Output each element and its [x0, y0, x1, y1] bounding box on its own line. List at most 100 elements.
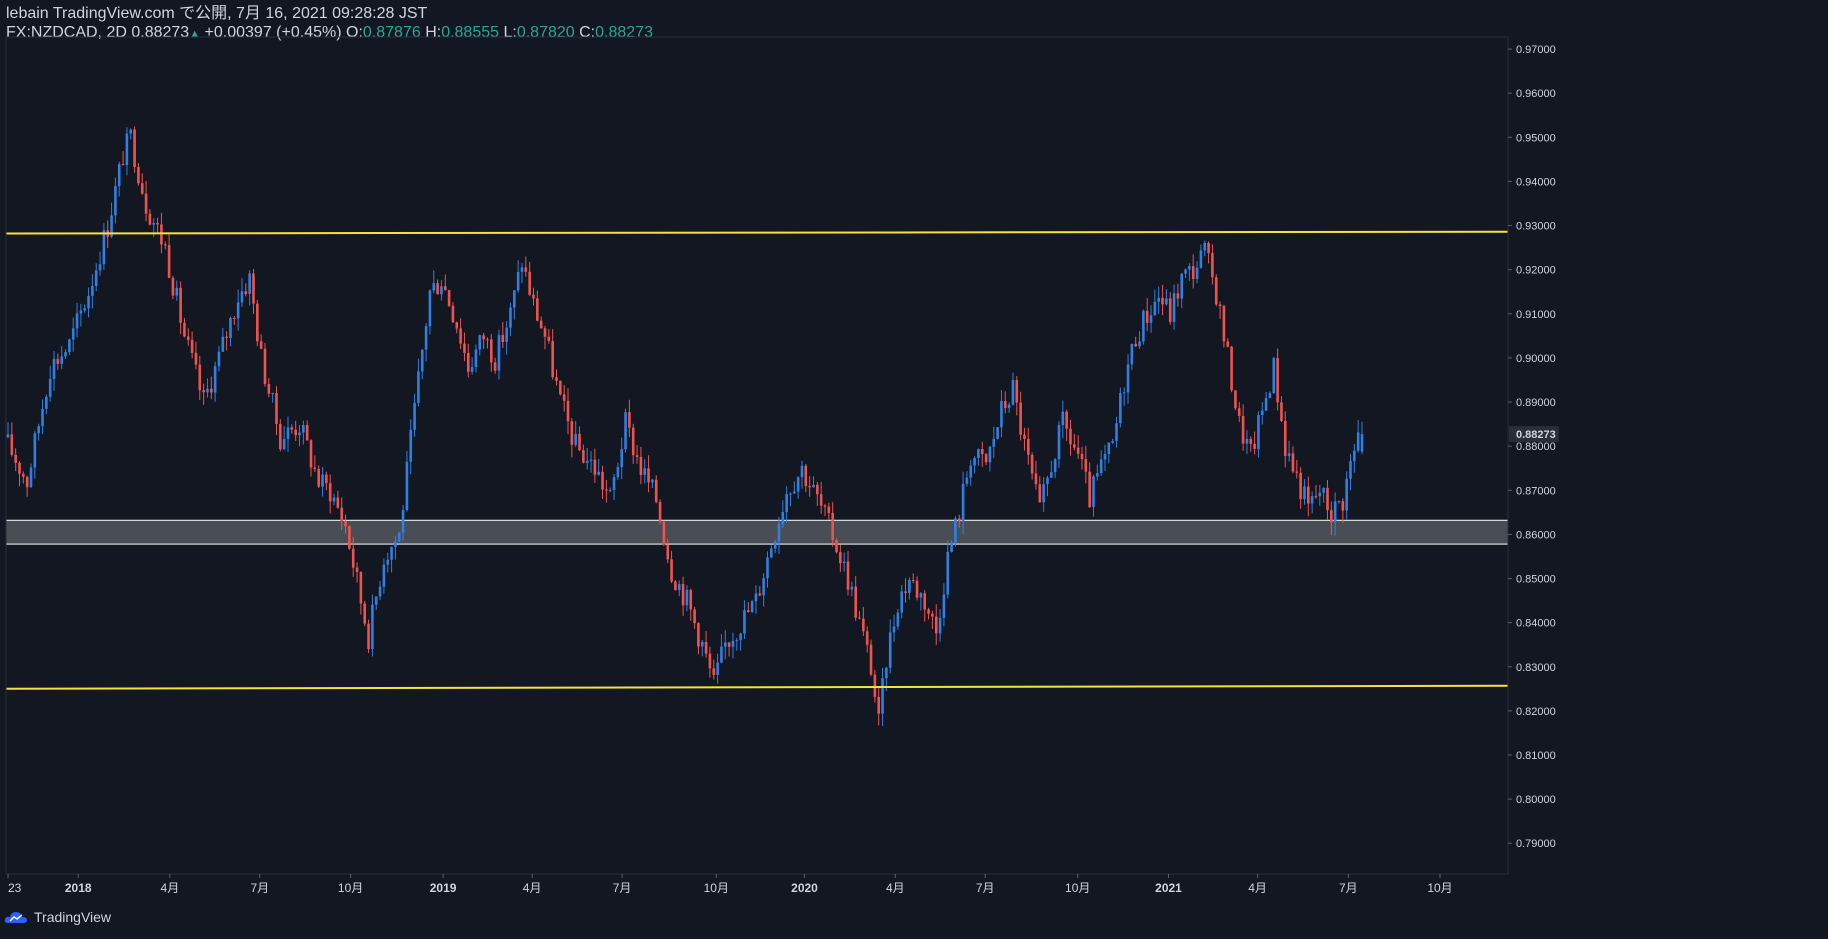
candle-body[interactable]: [808, 486, 811, 488]
candle-body[interactable]: [796, 477, 800, 492]
candle-body[interactable]: [1253, 443, 1256, 449]
candle-body[interactable]: [417, 371, 420, 403]
candle-body[interactable]: [102, 230, 106, 265]
candle-body[interactable]: [969, 465, 973, 478]
candle-body[interactable]: [1011, 380, 1015, 405]
candle-body[interactable]: [1073, 444, 1076, 448]
candle-body[interactable]: [489, 339, 493, 363]
candle-body[interactable]: [858, 617, 861, 619]
candle-body[interactable]: [163, 244, 167, 246]
candle-body[interactable]: [29, 467, 33, 488]
candle-body[interactable]: [539, 320, 543, 329]
candle-body[interactable]: [71, 328, 75, 340]
candle-body[interactable]: [1168, 298, 1172, 322]
candle-body[interactable]: [1161, 297, 1164, 305]
footer[interactable]: TradingView: [4, 909, 111, 925]
candle-body[interactable]: [1165, 298, 1168, 305]
candle-body[interactable]: [1199, 250, 1203, 268]
candle-body[interactable]: [754, 593, 758, 602]
candle-body[interactable]: [862, 618, 865, 632]
horizontal-level-0[interactable]: [5, 230, 1509, 235]
candle-body[interactable]: [877, 697, 881, 714]
candle-body[interactable]: [1353, 450, 1356, 462]
candle-body[interactable]: [1260, 410, 1264, 416]
candle-body[interactable]: [1096, 473, 1099, 477]
candle-body[interactable]: [447, 290, 451, 306]
candle-body[interactable]: [873, 674, 877, 698]
candle-body[interactable]: [1053, 459, 1057, 473]
candle-body[interactable]: [846, 561, 850, 590]
candle-body[interactable]: [589, 459, 593, 461]
candle-body[interactable]: [1356, 432, 1360, 451]
candle-body[interactable]: [1268, 393, 1272, 399]
candle-body[interactable]: [1214, 277, 1218, 305]
candle-body[interactable]: [1069, 428, 1072, 445]
candle-body[interactable]: [1065, 411, 1068, 429]
candle-body[interactable]: [578, 433, 581, 451]
candle-body[interactable]: [1038, 484, 1042, 503]
candle-body[interactable]: [520, 267, 524, 272]
candle-body[interactable]: [804, 465, 808, 487]
candle-body[interactable]: [674, 581, 677, 591]
candle-body[interactable]: [942, 594, 946, 618]
candle-body[interactable]: [685, 589, 689, 606]
candle-body[interactable]: [60, 356, 63, 364]
candle-body[interactable]: [1303, 486, 1306, 500]
candle-body[interactable]: [325, 474, 328, 484]
candle-body[interactable]: [839, 552, 842, 564]
candle-body[interactable]: [1061, 411, 1065, 426]
candle-body[interactable]: [1115, 423, 1118, 442]
candle-body[interactable]: [1272, 357, 1276, 394]
candle-body[interactable]: [984, 454, 988, 463]
candle-body[interactable]: [957, 518, 961, 522]
candle-body[interactable]: [1122, 392, 1126, 394]
candle-body[interactable]: [651, 479, 654, 483]
candle-body[interactable]: [904, 591, 907, 594]
support-zone-0[interactable]: [5, 519, 1509, 545]
candle-body[interactable]: [302, 425, 305, 433]
candle-body[interactable]: [566, 400, 570, 422]
candle-body[interactable]: [551, 341, 554, 378]
candle-body[interactable]: [1142, 310, 1145, 342]
candle-body[interactable]: [501, 334, 505, 342]
candle-body[interactable]: [1310, 496, 1314, 504]
candle-body[interactable]: [451, 305, 455, 323]
candle-body[interactable]: [1218, 304, 1222, 306]
candle-body[interactable]: [171, 277, 175, 296]
candle-body[interactable]: [1241, 415, 1245, 444]
candle-body[interactable]: [1080, 453, 1084, 460]
candle-body[interactable]: [643, 468, 647, 475]
candle-body[interactable]: [919, 593, 923, 598]
candle-body[interactable]: [152, 223, 156, 225]
candle-body[interactable]: [1237, 408, 1241, 416]
candle-body[interactable]: [996, 427, 999, 439]
candle-body[interactable]: [482, 335, 485, 340]
candle-body[interactable]: [45, 396, 48, 409]
candle-body[interactable]: [720, 646, 723, 663]
candle-body[interactable]: [478, 335, 482, 350]
candle-body[interactable]: [911, 580, 915, 582]
candle-body[interactable]: [56, 358, 60, 364]
candle-body[interactable]: [1157, 297, 1161, 302]
candle-body[interactable]: [386, 559, 390, 565]
candle-body[interactable]: [977, 449, 980, 459]
candle-body[interactable]: [1264, 398, 1268, 411]
candle-body[interactable]: [98, 264, 102, 271]
candle-body[interactable]: [470, 366, 474, 372]
candle-body[interactable]: [1245, 438, 1249, 444]
candle-body[interactable]: [988, 446, 992, 463]
candle-body[interactable]: [244, 291, 248, 295]
candle-body[interactable]: [647, 468, 650, 483]
candle-body[interactable]: [156, 223, 159, 225]
candle-body[interactable]: [248, 273, 251, 295]
candle-body[interactable]: [340, 507, 344, 521]
candle-body[interactable]: [217, 351, 221, 367]
candle-body[interactable]: [1299, 472, 1302, 500]
candle-body[interactable]: [934, 616, 938, 634]
candle-body[interactable]: [459, 328, 462, 344]
candle-body[interactable]: [593, 459, 597, 475]
candle-body[interactable]: [309, 440, 313, 468]
candle-body[interactable]: [781, 512, 785, 525]
candle-body[interactable]: [1184, 269, 1187, 274]
